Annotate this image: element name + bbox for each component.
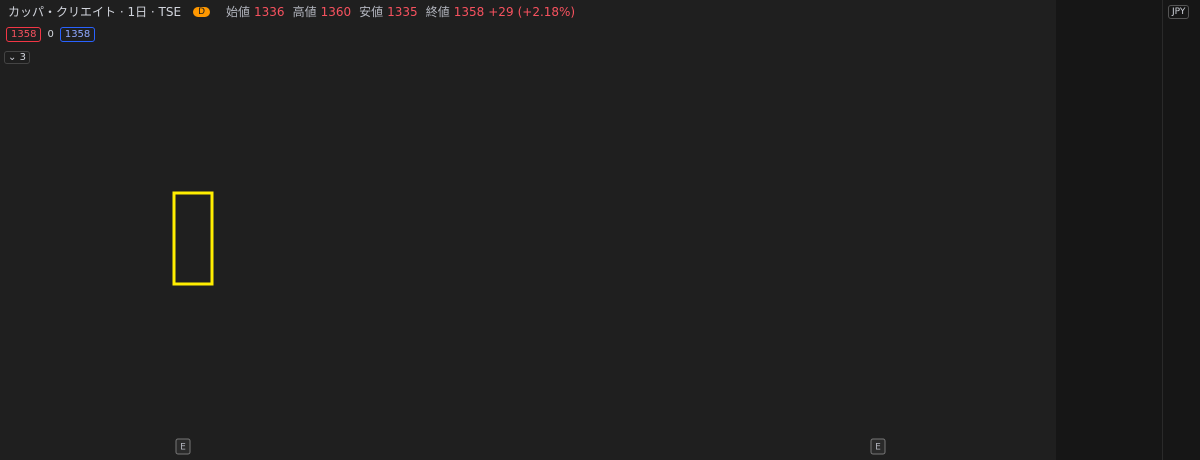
highlight-box xyxy=(172,191,214,286)
plot-panel xyxy=(0,0,1056,460)
interval-badge[interactable]: D xyxy=(193,6,210,17)
low-label: 安値 xyxy=(359,5,384,19)
open-label: 始値 xyxy=(226,5,251,19)
symbol-title: カッパ・クリエイト · 1日 · TSE xyxy=(8,5,182,19)
currency-button[interactable]: JPY xyxy=(1168,5,1190,19)
low-value: 1335 xyxy=(387,4,418,19)
event-label: E xyxy=(180,443,186,453)
indicator-toggle[interactable]: ⌄ 3 xyxy=(4,51,30,64)
close-label: 終値 xyxy=(425,5,450,19)
indicator-count: 3 xyxy=(19,52,26,63)
trade-bar: 1358 0 1358 xyxy=(6,27,96,42)
open-value: 1336 xyxy=(254,4,285,19)
event-label: E xyxy=(875,443,881,453)
event-marker[interactable] xyxy=(870,438,886,455)
spread: 0 xyxy=(47,29,54,40)
change: +29 xyxy=(488,4,514,19)
close-value: 1358 xyxy=(453,4,485,19)
sell-button[interactable]: 1358 xyxy=(6,27,42,42)
event-marker[interactable] xyxy=(175,438,191,455)
header: カッパ・クリエイト · 1日 · TSE D 始値 1336 高値 1360 安値 1… xyxy=(8,3,575,20)
change-pct: (+2.18%) xyxy=(517,4,576,19)
buy-button[interactable]: 1358 xyxy=(59,27,96,42)
high-value: 1360 xyxy=(320,4,352,19)
high-label: 高値 xyxy=(292,5,317,19)
